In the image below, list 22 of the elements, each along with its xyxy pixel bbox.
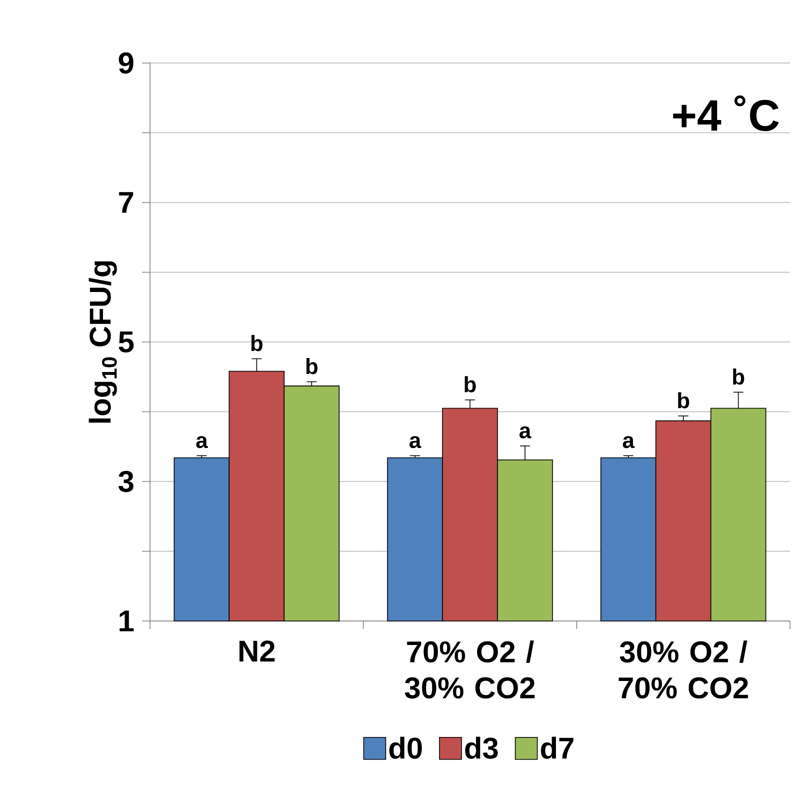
y-tick-label: 1 xyxy=(120,610,134,632)
annotation: b xyxy=(306,358,318,374)
y-tick-label: 9 xyxy=(118,52,134,74)
annotation: b xyxy=(733,368,744,385)
annotation: a xyxy=(410,436,422,448)
annotation: a xyxy=(520,426,532,438)
text: +4 ˚C xyxy=(673,95,779,132)
x-tick-label: 30% O2 / 70% CO2 xyxy=(618,640,748,699)
annotation: b xyxy=(251,335,262,352)
y-axis-title: log$_{10}$ CFU/g xyxy=(88,261,117,423)
y-tick-label: 3 xyxy=(118,470,134,492)
legend-label: d7 xyxy=(540,736,574,759)
x-tick-label: 70% O2 / 30% CO2 xyxy=(404,640,535,699)
x-tick-label: N2 xyxy=(240,640,275,662)
legend-label: d0 xyxy=(389,736,422,759)
legend-label: d3 xyxy=(465,736,498,759)
annotation: b xyxy=(678,392,690,408)
y-tick-label: 7 xyxy=(119,192,134,213)
annotation: b xyxy=(464,376,476,392)
annotation: a xyxy=(196,436,208,448)
y-tick-label: 5 xyxy=(118,332,134,352)
annotation: a xyxy=(622,436,635,448)
